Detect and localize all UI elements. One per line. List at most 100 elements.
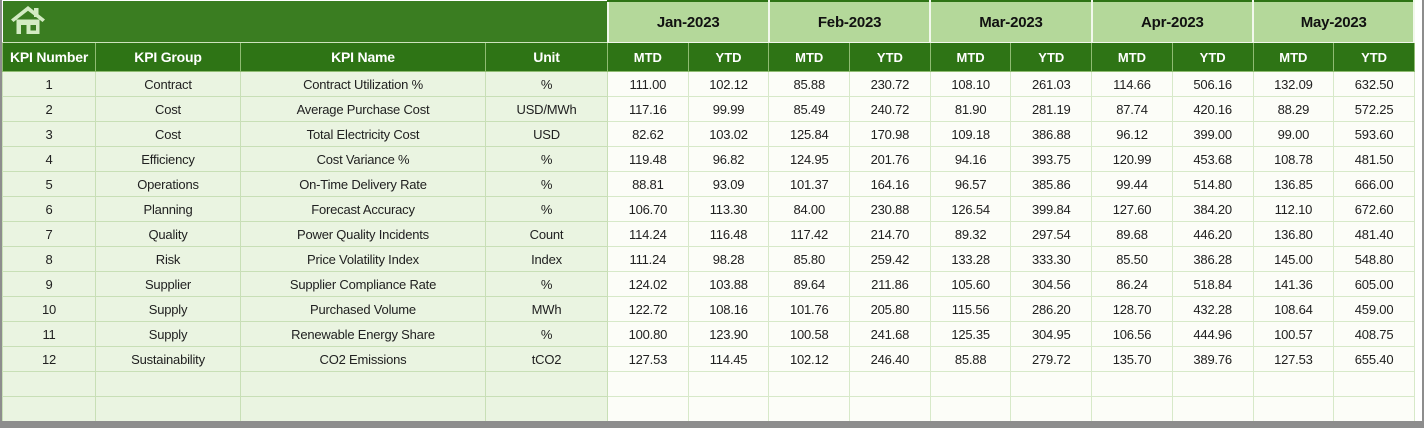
data-cell[interactable]: 133.28 xyxy=(929,246,1012,272)
cell-kpi-name[interactable]: Cost Variance % xyxy=(240,146,486,172)
data-cell[interactable]: 297.54 xyxy=(1010,221,1093,247)
data-cell[interactable]: 85.88 xyxy=(768,71,851,97)
data-cell[interactable]: 127.53 xyxy=(607,346,689,372)
data-cell[interactable]: 518.84 xyxy=(1171,271,1254,297)
cell-unit[interactable]: Index xyxy=(485,246,608,272)
data-cell[interactable]: 481.50 xyxy=(1333,146,1415,172)
data-cell[interactable]: 127.60 xyxy=(1091,196,1173,222)
data-cell[interactable]: 126.54 xyxy=(929,196,1012,222)
data-cell[interactable]: 109.18 xyxy=(929,121,1012,147)
cell-kpi-group[interactable]: Operations xyxy=(95,171,241,197)
data-cell[interactable]: 115.56 xyxy=(929,296,1012,322)
data-cell[interactable]: 101.37 xyxy=(768,171,851,197)
data-cell[interactable]: 136.80 xyxy=(1252,221,1335,247)
cell-unit[interactable]: % xyxy=(485,321,608,347)
data-cell[interactable] xyxy=(929,371,1012,397)
data-cell[interactable]: 100.80 xyxy=(607,321,689,347)
data-cell[interactable]: 136.85 xyxy=(1252,171,1335,197)
data-cell[interactable]: 100.57 xyxy=(1252,321,1335,347)
cell-kpi-name[interactable]: Power Quality Incidents xyxy=(240,221,486,247)
data-cell[interactable]: 114.24 xyxy=(607,221,689,247)
data-cell[interactable]: 105.60 xyxy=(929,271,1012,297)
data-cell[interactable]: 127.53 xyxy=(1252,346,1335,372)
data-cell[interactable]: 93.09 xyxy=(687,171,770,197)
cell-kpi-group[interactable]: Supplier xyxy=(95,271,241,297)
data-cell[interactable]: 399.84 xyxy=(1010,196,1093,222)
cell-kpi-name[interactable]: Total Electricity Cost xyxy=(240,121,486,147)
data-cell[interactable]: 286.20 xyxy=(1010,296,1093,322)
data-cell[interactable] xyxy=(768,371,851,397)
data-cell[interactable]: 384.20 xyxy=(1171,196,1254,222)
data-cell[interactable]: 84.00 xyxy=(768,196,851,222)
data-cell[interactable] xyxy=(1091,371,1173,397)
period-header-cell[interactable]: YTD xyxy=(1010,42,1093,72)
cell-kpi-group[interactable] xyxy=(95,396,241,422)
data-cell[interactable]: 593.60 xyxy=(1333,121,1415,147)
period-header-cell[interactable]: YTD xyxy=(1171,42,1254,72)
data-cell[interactable]: 672.60 xyxy=(1333,196,1415,222)
data-cell[interactable]: 111.00 xyxy=(607,71,689,97)
data-cell[interactable]: 132.09 xyxy=(1252,71,1335,97)
cell-kpi-group[interactable] xyxy=(95,371,241,397)
data-cell[interactable]: 113.30 xyxy=(687,196,770,222)
data-cell[interactable]: 481.40 xyxy=(1333,221,1415,247)
month-header-cell[interactable]: Apr-2023 xyxy=(1090,0,1255,43)
cell-kpi-name[interactable]: Supplier Compliance Rate xyxy=(240,271,486,297)
data-cell[interactable]: 386.28 xyxy=(1171,246,1254,272)
cell-kpi-number[interactable]: 8 xyxy=(2,246,96,272)
month-header-cell[interactable]: Mar-2023 xyxy=(929,0,1093,43)
month-header-cell[interactable]: Jan-2023 xyxy=(606,0,770,43)
data-cell[interactable]: 389.76 xyxy=(1171,346,1254,372)
data-cell[interactable]: 666.00 xyxy=(1333,171,1415,197)
data-cell[interactable]: 214.70 xyxy=(849,221,931,247)
data-cell[interactable]: 99.44 xyxy=(1091,171,1173,197)
data-cell[interactable]: 201.76 xyxy=(849,146,931,172)
cell-kpi-number[interactable]: 6 xyxy=(2,196,96,222)
data-cell[interactable]: 506.16 xyxy=(1171,71,1254,97)
cell-unit[interactable]: USD xyxy=(485,121,608,147)
data-cell[interactable]: 141.36 xyxy=(1252,271,1335,297)
data-cell[interactable]: 230.88 xyxy=(849,196,931,222)
cell-kpi-name[interactable]: Forecast Accuracy xyxy=(240,196,486,222)
cell-kpi-name[interactable]: Average Purchase Cost xyxy=(240,96,486,122)
data-cell[interactable]: 241.68 xyxy=(849,321,931,347)
data-cell[interactable]: 333.30 xyxy=(1010,246,1093,272)
data-cell[interactable] xyxy=(768,396,851,422)
data-cell[interactable]: 122.72 xyxy=(607,296,689,322)
cell-unit[interactable]: % xyxy=(485,171,608,197)
cell-kpi-name[interactable]: On-Time Delivery Rate xyxy=(240,171,486,197)
data-cell[interactable] xyxy=(1333,396,1415,422)
data-cell[interactable]: 85.88 xyxy=(929,346,1012,372)
data-cell[interactable]: 94.16 xyxy=(929,146,1012,172)
cell-kpi-name[interactable] xyxy=(240,371,486,397)
data-cell[interactable]: 605.00 xyxy=(1333,271,1415,297)
data-cell[interactable]: 108.64 xyxy=(1252,296,1335,322)
data-cell[interactable] xyxy=(1010,371,1093,397)
cell-kpi-number[interactable]: 3 xyxy=(2,121,96,147)
cell-unit[interactable]: % xyxy=(485,146,608,172)
cell-kpi-name[interactable]: Price Volatility Index xyxy=(240,246,486,272)
data-cell[interactable]: 101.76 xyxy=(768,296,851,322)
data-cell[interactable]: 87.74 xyxy=(1091,96,1173,122)
cell-kpi-name[interactable]: CO2 Emissions xyxy=(240,346,486,372)
data-cell[interactable]: 230.72 xyxy=(849,71,931,97)
cell-kpi-number[interactable]: 11 xyxy=(2,321,96,347)
data-cell[interactable]: 108.10 xyxy=(929,71,1012,97)
data-cell[interactable] xyxy=(849,396,931,422)
cell-kpi-number[interactable]: 10 xyxy=(2,296,96,322)
data-cell[interactable]: 572.25 xyxy=(1333,96,1415,122)
data-cell[interactable] xyxy=(607,371,689,397)
data-cell[interactable]: 125.35 xyxy=(929,321,1012,347)
cell-kpi-group[interactable]: Supply xyxy=(95,321,241,347)
data-cell[interactable]: 386.88 xyxy=(1010,121,1093,147)
data-cell[interactable] xyxy=(1010,396,1093,422)
cell-unit[interactable]: tCO2 xyxy=(485,346,608,372)
cell-unit[interactable]: USD/MWh xyxy=(485,96,608,122)
data-cell[interactable]: 408.75 xyxy=(1333,321,1415,347)
data-cell[interactable]: 96.57 xyxy=(929,171,1012,197)
data-cell[interactable]: 259.42 xyxy=(849,246,931,272)
header-kpi-name[interactable]: KPI Name xyxy=(240,42,486,72)
data-cell[interactable]: 548.80 xyxy=(1333,246,1415,272)
data-cell[interactable]: 420.16 xyxy=(1171,96,1254,122)
data-cell[interactable]: 103.88 xyxy=(687,271,770,297)
